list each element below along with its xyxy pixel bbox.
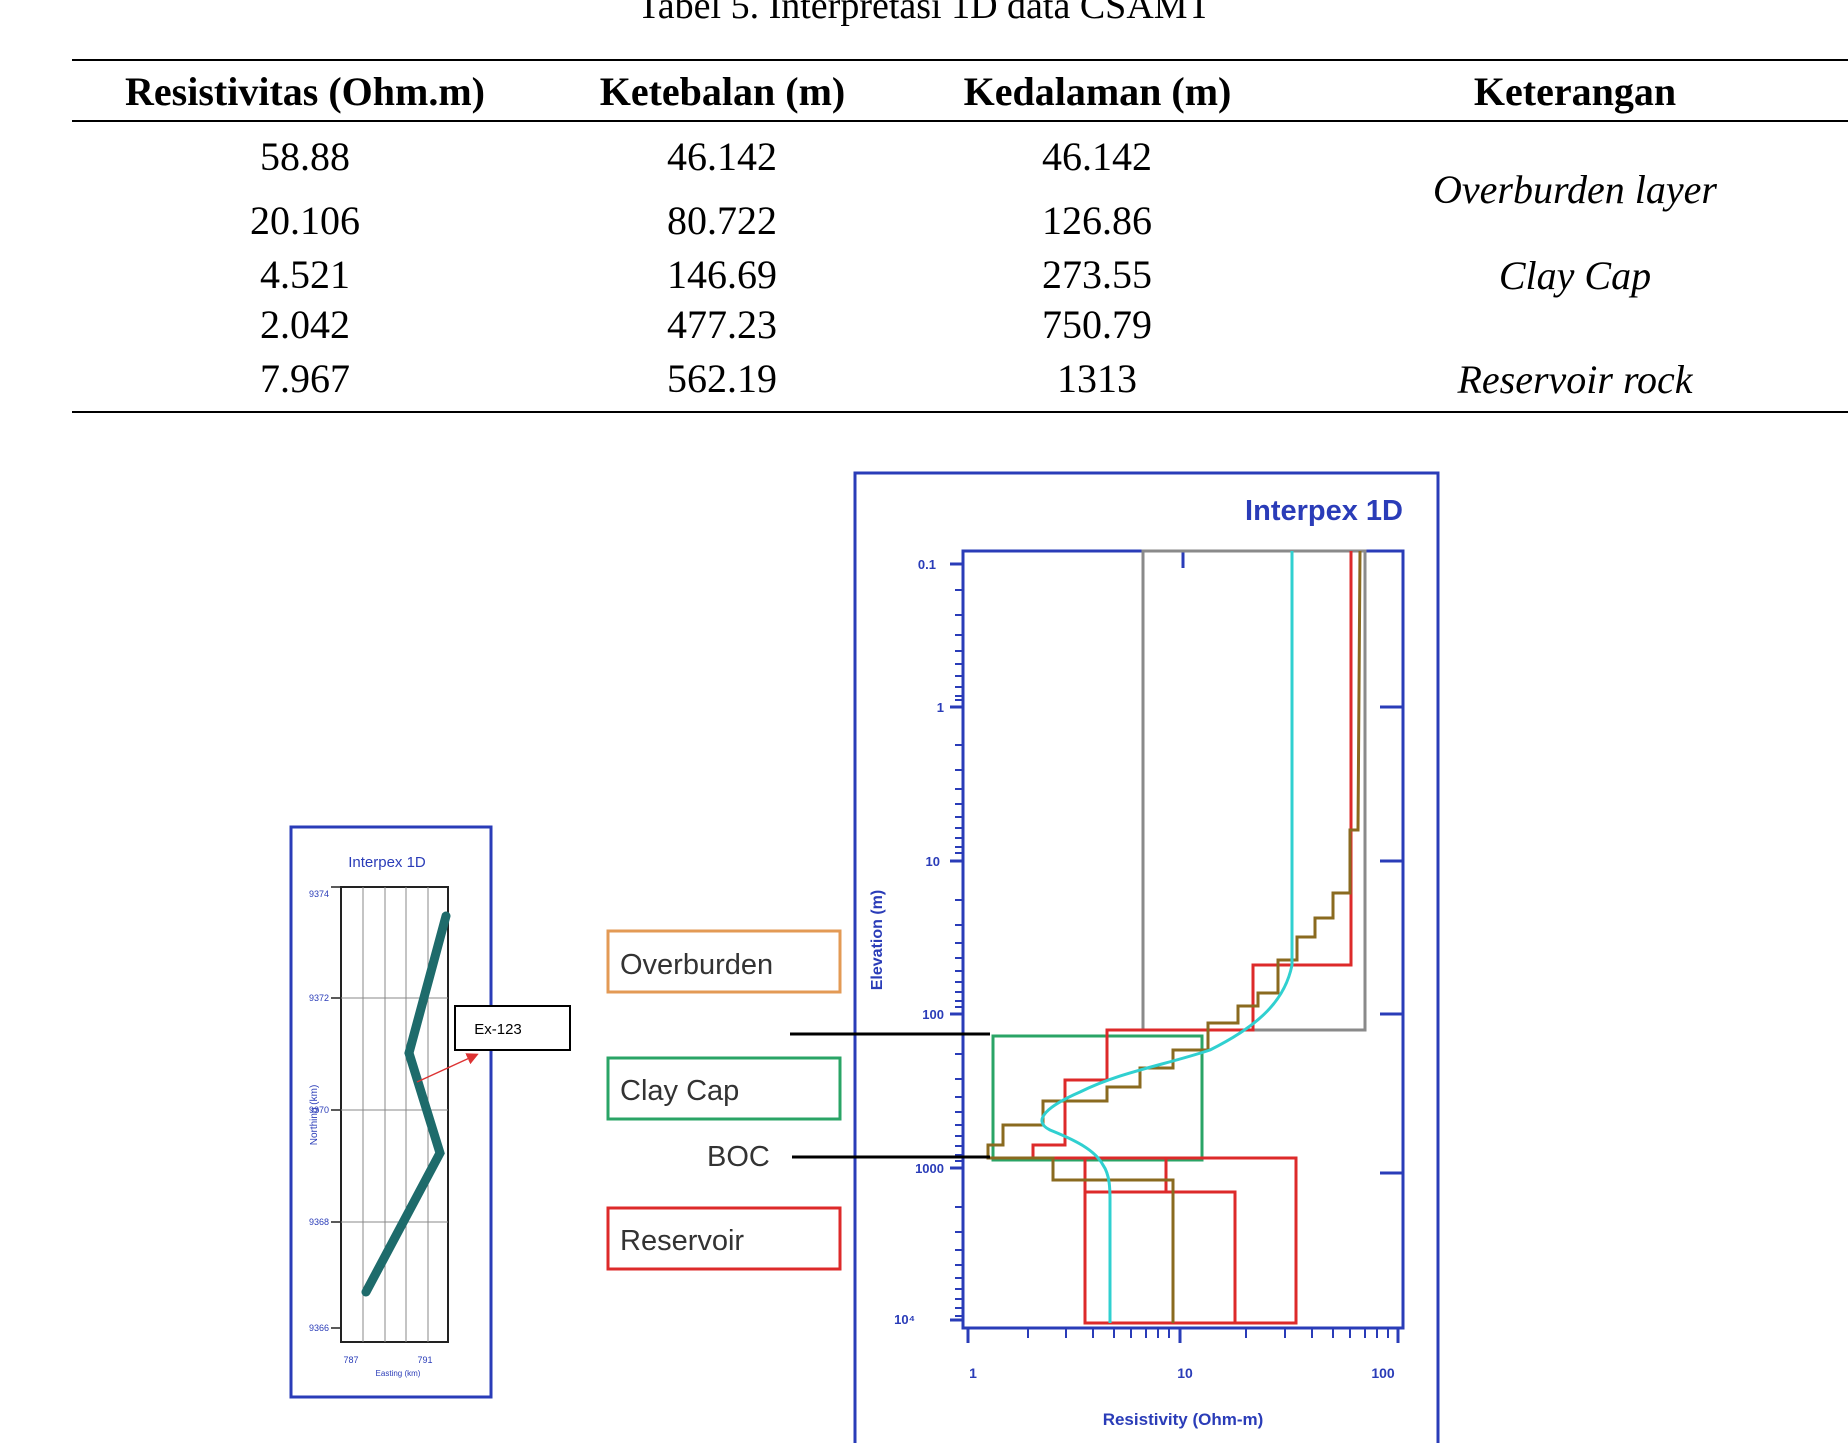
location-xlabel: Easting (km) [376,1369,421,1378]
reservoir-legend-box [606,1206,842,1271]
table-cell: 477.23 [667,302,777,347]
elevation-tick-label: 100 [922,1007,944,1022]
table-bottom-rule [72,411,1848,413]
elevation-tick-label: 1000 [915,1161,944,1176]
table-cell: 750.79 [1042,302,1152,347]
location-ytick: 9370 [309,1105,329,1115]
elevation-minor-ticks [955,589,963,1317]
table-cell: 46.142 [1042,134,1152,179]
table-cell: 562.19 [667,356,777,401]
table-cell: 126.86 [1042,198,1152,243]
resistivity-major-ticks [966,1328,1400,1343]
station-label: Ex-123 [474,1021,522,1038]
location-panel: Interpex 1D 9374 9372 9370 9368 9366 Nor… [289,825,571,1399]
table-cell: 1313 [1057,356,1137,401]
location-ytick: 9368 [309,1217,329,1227]
resistivity-minor-ticks [1027,1328,1389,1338]
table-cell: 80.722 [667,198,777,243]
header-kedalaman: Kedalaman (m) [963,69,1232,114]
sounding-panel-frame [853,471,1440,1443]
sounding-panel: Interpex 1D 0.1 1 [790,471,1440,1443]
layered-model-curve-red [1031,551,1353,1194]
reservoir-legend-label: Reservoir [620,1225,744,1257]
right-axis-ticks [1380,705,1403,1175]
note-clay-cap: Clay Cap [1498,253,1652,298]
header-resistivitas: Resistivitas (Ohm.m) [125,69,485,114]
location-ytick: 9374 [309,889,329,899]
table-cell: 58.88 [260,134,350,179]
table-header-rule [72,120,1848,122]
table-cell: 2.042 [260,302,350,347]
note-overburden-layer: Overburden layer [1433,167,1717,212]
table-cell: 7.967 [260,356,350,401]
table-cell: 273.55 [1042,252,1152,297]
table-caption: Tabel 5. Interpretasi 1D data CSAMT [637,0,1211,27]
elevation-major-ticks [950,562,963,1322]
location-ytick: 9366 [309,1323,329,1333]
resistivity-tick-label: 100 [1371,1365,1395,1381]
elevation-tick-label: 10⁴ [894,1312,915,1327]
location-ticks [331,886,341,1329]
table-cell: 4.521 [260,252,350,297]
location-plot-area [340,886,449,1343]
layer-legend: Overburden Clay Cap BOC Reservoir [606,929,842,1271]
note-reservoir-rock: Reservoir rock [1457,357,1693,402]
location-ytick: 9372 [309,993,329,1003]
boc-label: BOC [707,1141,770,1173]
location-xtick: 787 [343,1355,358,1365]
elevation-tick-label: 10 [926,854,940,869]
location-ylabel: Northing (km) [309,1085,320,1146]
survey-line [361,911,451,1297]
resistivity-axis-label: Resistivity (Ohm-m) [1103,1410,1264,1429]
location-xtick: 791 [417,1355,432,1365]
header-ketebalan: Ketebalan (m) [599,69,846,114]
table-top-rule [72,59,1848,61]
table-cell: 46.142 [667,134,777,179]
overburden-legend-label: Overburden [620,949,773,981]
resistivity-tick-label: 10 [1177,1365,1193,1381]
table-cell: 20.106 [250,198,360,243]
station-pointer-arrow [416,1053,479,1083]
sounding-panel-title: Interpex 1D [1245,495,1403,527]
reservoir-sub-box [1083,1190,1237,1325]
resistivity-tick-label: 1 [969,1365,977,1381]
elevation-tick-label: 0.1 [918,557,936,572]
location-panel-title: Interpex 1D [348,854,426,871]
claycap-legend-box [606,1056,842,1121]
elevation-axis-label: Elevation (m) [869,890,886,990]
claycap-interval-box [991,1034,1204,1162]
header-keterangan: Keterangan [1473,69,1677,114]
location-panel-frame [289,825,493,1399]
claycap-legend-label: Clay Cap [620,1075,739,1107]
overburden-legend-box [606,929,842,994]
table-cell: 146.69 [667,252,777,297]
elevation-tick-label: 1 [937,700,944,715]
station-label-box [454,1005,571,1051]
smoothed-fit-curve-cyan [1040,551,1294,1323]
